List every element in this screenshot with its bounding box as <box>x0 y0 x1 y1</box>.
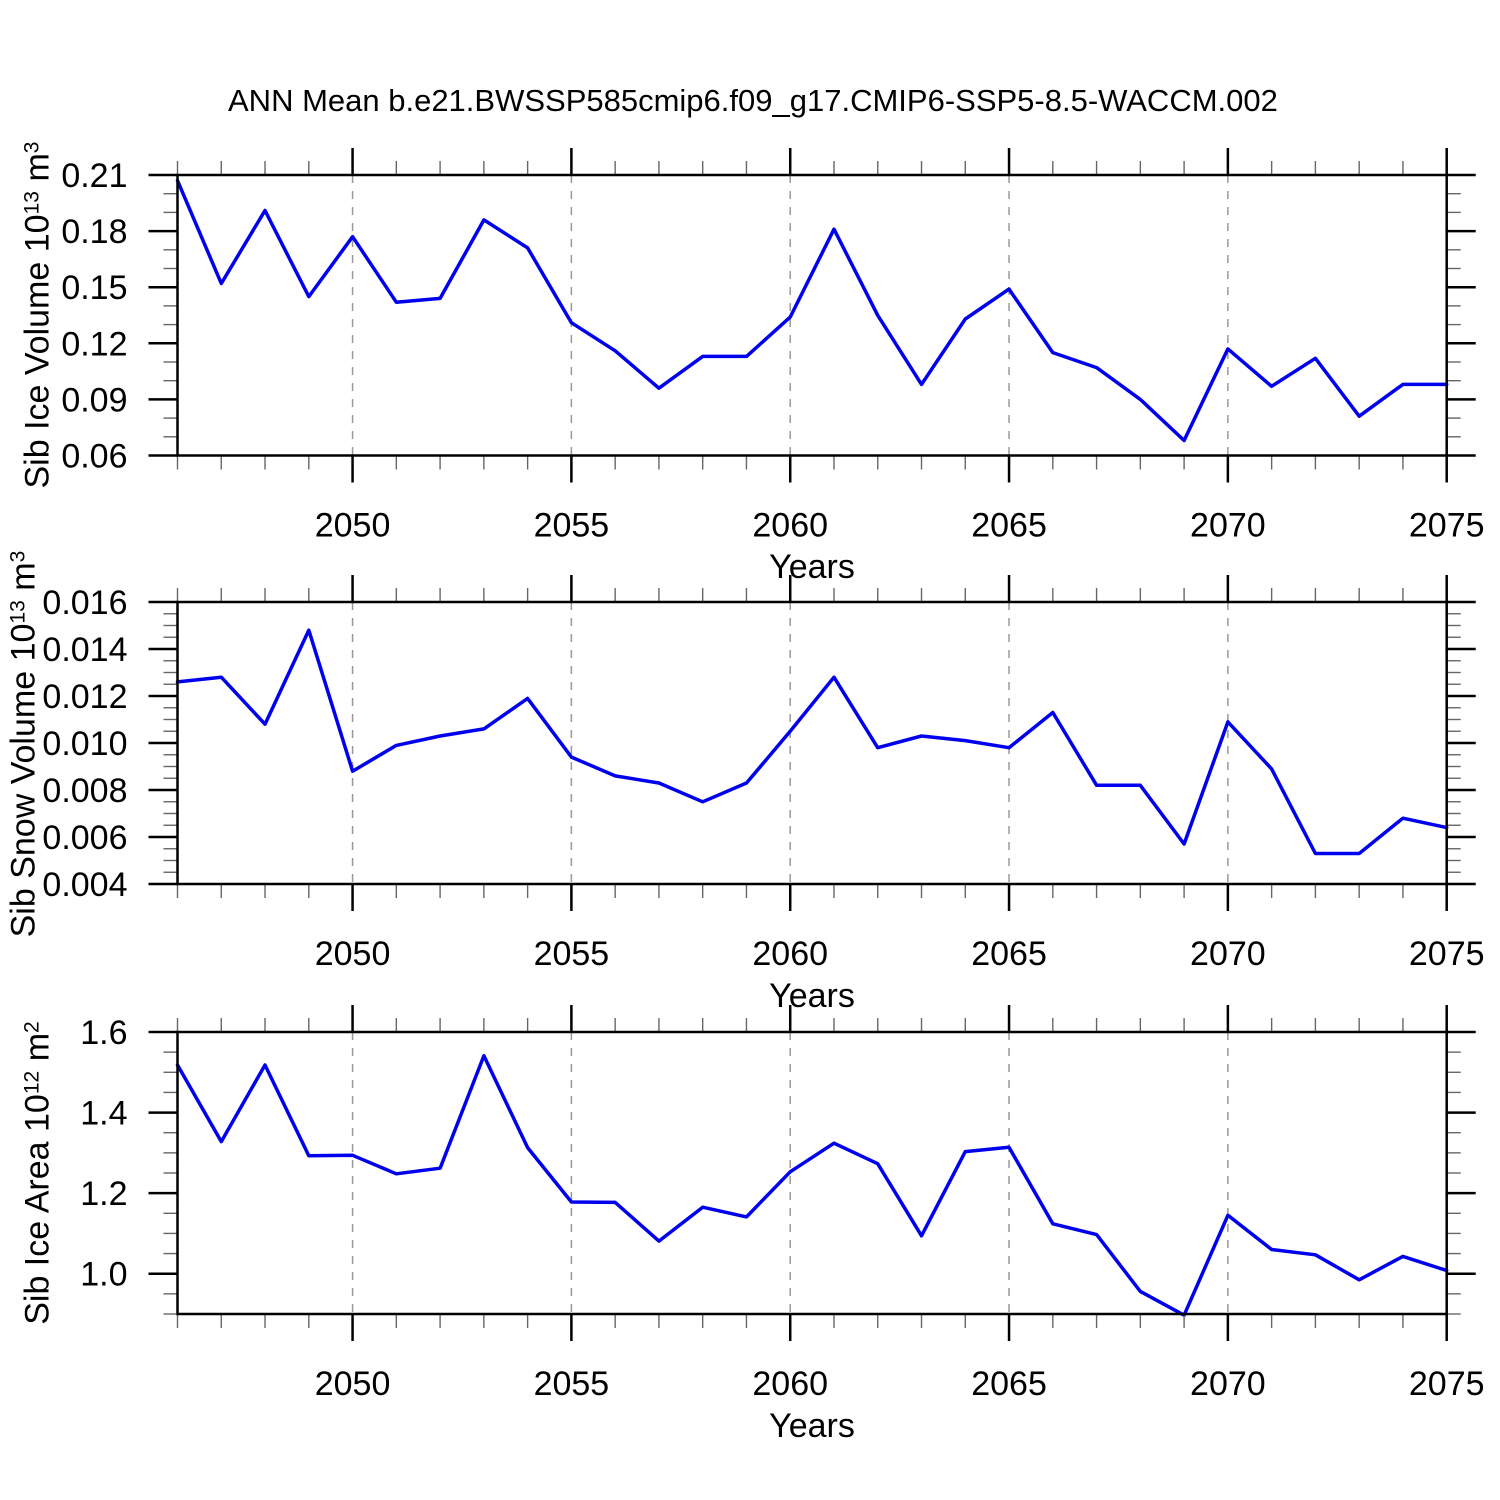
y-tick-label: 0.06 <box>61 438 127 476</box>
x-tick-label: 2050 <box>315 935 391 973</box>
x-tick-label: 2065 <box>971 935 1047 973</box>
gridlines <box>351 602 1229 884</box>
plot-border <box>176 1030 1448 1316</box>
x-axis-title-years-chart1: Years <box>769 548 855 586</box>
y-tick-label: 0.18 <box>61 213 127 251</box>
series-line <box>175 178 1449 443</box>
x-tick-label: 2055 <box>534 507 610 545</box>
x-tick-label: 2065 <box>971 1365 1047 1403</box>
y-tick-labels: 0.004 0.006 0.008 0.010 0.012 0.014 0.016 <box>42 584 127 904</box>
x-tick-label: 2050 <box>315 1365 391 1403</box>
chart-panel-3: 1.0 1.2 1.4 1.6 2050 2055 2060 2065 2070 2075 <box>80 1005 1485 1403</box>
y-tick-labels: 0.06 0.09 0.12 0.15 0.18 0.21 <box>61 157 127 476</box>
x-tick-labels: 2050 2055 2060 2065 2070 2075 <box>315 507 1485 545</box>
y-tick-label: 0.12 <box>61 325 127 363</box>
x-tick-labels: 2050 2055 2060 2065 2070 2075 <box>315 935 1485 973</box>
y-ticks <box>148 173 1476 457</box>
x-tick-label: 2055 <box>534 1365 610 1403</box>
plot-border <box>176 600 1448 886</box>
y-tick-labels: 1.0 1.2 1.4 1.6 <box>80 1014 127 1294</box>
x-tick-label: 2055 <box>534 935 610 973</box>
x-tick-label: 2060 <box>752 507 828 545</box>
x-tick-label: 2050 <box>315 507 391 545</box>
y-tick-label: 0.010 <box>42 725 127 763</box>
chart-panel-1: 0.06 0.09 0.12 0.15 0.18 0.21 2050 2055 2060 2065… <box>61 148 1485 545</box>
x-tick-label: 2060 <box>752 1365 828 1403</box>
y-tick-label: 1.0 <box>80 1256 127 1294</box>
x-tick-labels: 2050 2055 2060 2065 2070 2075 <box>315 1365 1485 1403</box>
x-tick-label: 2060 <box>752 935 828 973</box>
plot-title: ANN Mean b.e21.BWSSP585cmip6.f09_g17.CMI… <box>228 83 1278 118</box>
series-line <box>175 1054 1449 1317</box>
x-ticks <box>176 148 1448 483</box>
x-tick-label: 2070 <box>1190 1365 1266 1403</box>
y-tick-label: 0.006 <box>42 819 127 857</box>
y-ticks <box>148 1030 1476 1315</box>
y-tick-label: 0.014 <box>42 631 127 669</box>
y-tick-label: 0.016 <box>42 584 127 622</box>
plot-border <box>176 173 1448 457</box>
y-tick-label: 0.21 <box>61 157 127 195</box>
y-tick-label: 0.09 <box>61 381 127 419</box>
y-tick-label: 1.6 <box>80 1014 127 1052</box>
x-tick-label: 2065 <box>971 507 1047 545</box>
y-tick-label: 0.012 <box>42 678 127 716</box>
x-tick-label: 2075 <box>1409 507 1485 545</box>
y-ticks <box>148 600 1476 886</box>
y-tick-label: 1.2 <box>80 1175 127 1213</box>
x-ticks <box>176 1005 1448 1341</box>
x-axis-title-years-chart3: Years <box>769 1407 855 1445</box>
x-tick-label: 2075 <box>1409 935 1485 973</box>
x-tick-label: 2075 <box>1409 1365 1485 1403</box>
y-tick-label: 0.15 <box>61 269 127 307</box>
y-tick-label: 0.004 <box>42 866 127 904</box>
x-ticks <box>176 575 1448 911</box>
y-tick-label: 1.4 <box>80 1095 127 1133</box>
x-tick-label: 2070 <box>1190 935 1266 973</box>
y-tick-label: 0.008 <box>42 772 127 810</box>
x-axis-title-years-chart2: Years <box>769 977 855 1015</box>
series-line <box>175 628 1449 856</box>
x-tick-label: 2070 <box>1190 507 1266 545</box>
